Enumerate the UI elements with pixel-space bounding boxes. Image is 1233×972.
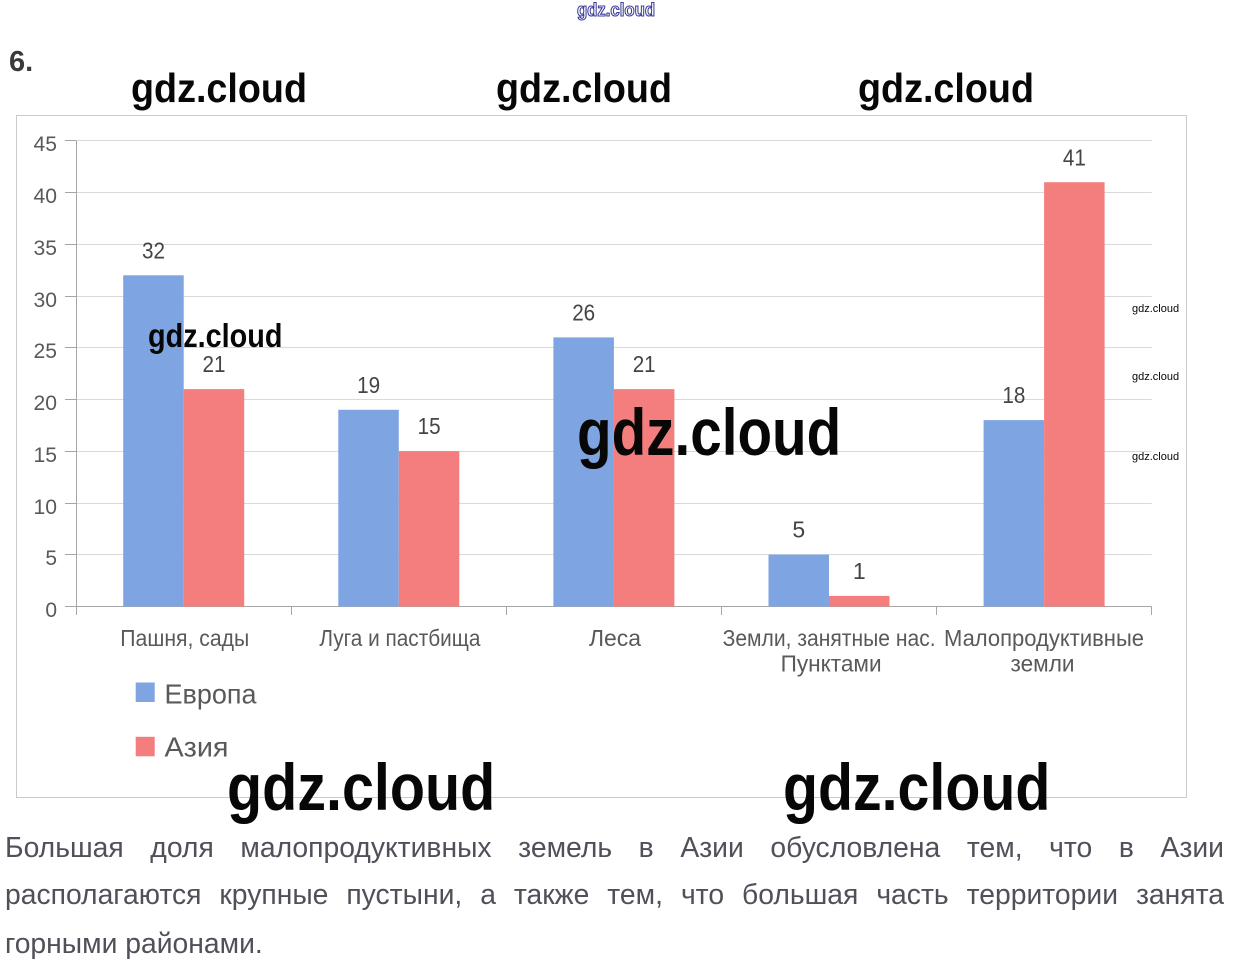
svg-text:земли: земли [1011, 651, 1075, 677]
svg-text:21: 21 [633, 351, 656, 377]
svg-text:25: 25 [34, 340, 58, 363]
svg-text:Луга и пастбища: Луга и пастбища [319, 625, 480, 651]
svg-text:1: 1 [853, 558, 866, 584]
svg-text:30: 30 [34, 289, 58, 312]
svg-text:18: 18 [1002, 382, 1025, 408]
svg-text:Земли, занятные нас.: Земли, занятные нас. [723, 625, 936, 651]
svg-text:0: 0 [45, 599, 57, 622]
svg-text:Пашня, сады: Пашня, сады [120, 625, 249, 651]
svg-text:21: 21 [203, 351, 226, 377]
svg-text:15: 15 [34, 444, 58, 467]
svg-text:Малопродуктивные: Малопродуктивные [944, 625, 1144, 651]
svg-text:10: 10 [34, 496, 58, 519]
svg-text:32: 32 [142, 237, 165, 263]
svg-text:20: 20 [34, 392, 58, 415]
svg-text:Азия: Азия [165, 732, 229, 763]
svg-text:5: 5 [792, 517, 805, 543]
svg-text:40: 40 [34, 185, 58, 208]
svg-text:Леса: Леса [589, 625, 641, 651]
svg-text:35: 35 [34, 237, 58, 260]
svg-text:19: 19 [357, 372, 380, 398]
svg-text:45: 45 [34, 133, 58, 156]
svg-text:41: 41 [1063, 144, 1086, 170]
svg-text:Европа: Европа [165, 679, 257, 710]
svg-text:5: 5 [45, 547, 57, 570]
svg-text:26: 26 [572, 300, 595, 326]
svg-text:Пунктами: Пунктами [781, 651, 882, 677]
svg-text:15: 15 [418, 413, 441, 439]
